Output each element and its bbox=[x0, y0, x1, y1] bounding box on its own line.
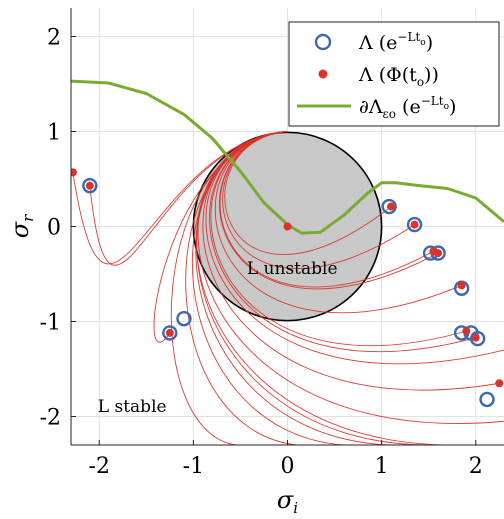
filled-marker bbox=[387, 202, 396, 211]
open-marker bbox=[162, 325, 178, 341]
open-marker bbox=[406, 216, 423, 233]
x-tick-label: 2 bbox=[469, 454, 483, 479]
trajectory-curve bbox=[219, 131, 439, 290]
points-layer bbox=[71, 168, 504, 408]
legend-label-tail: ) bbox=[449, 96, 456, 118]
x-tick-label: 0 bbox=[281, 454, 295, 479]
filled-marker bbox=[410, 220, 419, 229]
trajectory-curve bbox=[195, 131, 392, 445]
legend-open-swatch bbox=[314, 33, 332, 51]
y-axis-label-main: σ bbox=[6, 221, 34, 238]
trajectory-curve bbox=[222, 131, 415, 270]
legend-label-tail: )) bbox=[424, 64, 439, 86]
open-marker bbox=[82, 177, 98, 194]
annotation-label: L stable bbox=[98, 397, 167, 417]
x-tick-label: -2 bbox=[89, 454, 110, 479]
trajectory-curve bbox=[205, 131, 504, 365]
y-tick-label: 1 bbox=[47, 121, 61, 146]
legend-label-sup: −Lt bbox=[421, 94, 444, 108]
open-marker bbox=[469, 330, 486, 347]
filled-marker bbox=[85, 181, 94, 190]
filled-marker bbox=[71, 168, 77, 177]
open-marker bbox=[176, 310, 192, 327]
legend-filled-swatch bbox=[318, 69, 328, 79]
legend-label-sub: o bbox=[420, 38, 425, 48]
annotation-label: L unstable bbox=[247, 259, 338, 279]
legend-label-sup: −Lt bbox=[397, 30, 420, 44]
trajectories-layer bbox=[72, 131, 504, 445]
trajectory-curve bbox=[89, 131, 288, 266]
filled-marker bbox=[495, 379, 504, 388]
legend-label-sub: εo bbox=[383, 107, 396, 121]
legend-label-mid: (e bbox=[396, 96, 421, 118]
x-tick-label: 1 bbox=[375, 454, 389, 479]
x-axis-label-sub: i bbox=[293, 499, 298, 515]
y-tick-label: -1 bbox=[40, 311, 61, 336]
filled-marker bbox=[434, 249, 443, 258]
y-axis-label-sub: r bbox=[19, 214, 37, 222]
x-tick-label: -1 bbox=[183, 454, 204, 479]
legend-label-main: Λ (e bbox=[358, 32, 397, 54]
open-marker bbox=[381, 198, 397, 215]
boundary-curve bbox=[71, 79, 504, 235]
legend-label-main: ∂Λ bbox=[359, 96, 383, 118]
x-axis-label-main: σ bbox=[277, 486, 294, 514]
y-tick-label: -2 bbox=[40, 406, 61, 431]
trajectory-curve bbox=[197, 131, 504, 424]
annotations-layer: L unstable L stable bbox=[98, 259, 338, 417]
legend-label-main: Λ (Φ(t bbox=[358, 64, 417, 86]
trajectory-curve bbox=[224, 131, 392, 256]
trajectory-curve bbox=[210, 131, 467, 346]
legend-entry-label: ∂Λεo (e−Lto) bbox=[359, 94, 456, 121]
legend-label-sub: o bbox=[417, 75, 424, 89]
filled-marker bbox=[457, 281, 466, 290]
y-axis-label: σr bbox=[6, 214, 37, 238]
trajectory-curve bbox=[214, 131, 462, 314]
legend-label-sub2: o bbox=[444, 102, 449, 112]
filled-marker bbox=[471, 333, 480, 342]
legend-entry-label: Λ (Φ(to)) bbox=[358, 64, 439, 89]
legend-entry-label: Λ (e−Lto) bbox=[358, 30, 433, 54]
filled-marker bbox=[165, 328, 174, 337]
legend-label-tail: ) bbox=[426, 32, 433, 54]
y-tick-label: 0 bbox=[47, 216, 61, 241]
open-marker bbox=[479, 391, 495, 408]
boundary-layer bbox=[71, 79, 504, 235]
x-axis-label: σi bbox=[277, 486, 298, 515]
filled-marker bbox=[462, 327, 471, 335]
y-tick-label: 2 bbox=[47, 26, 61, 51]
filled-marker bbox=[283, 222, 292, 231]
legend: Λ (e−Lto)Λ (Φ(to))∂Λεo (e−Lto) bbox=[288, 21, 500, 127]
trajectory-curve bbox=[209, 131, 476, 352]
